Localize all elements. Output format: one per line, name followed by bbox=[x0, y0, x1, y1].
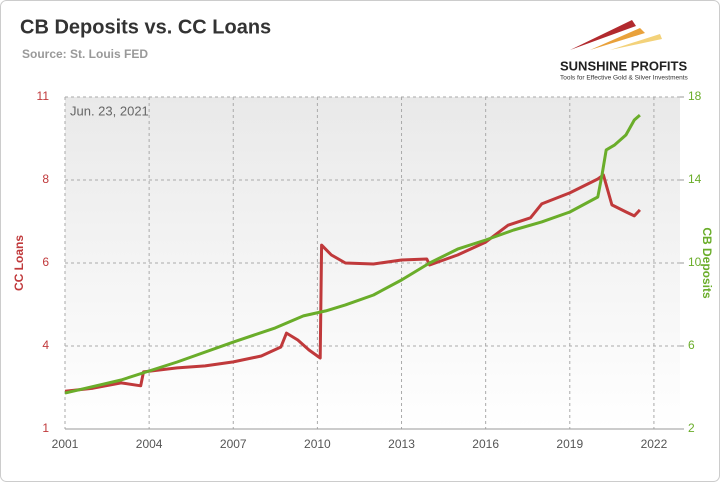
y-tick-label: 11 bbox=[37, 89, 50, 103]
y2-tick-label: 14 bbox=[688, 172, 702, 186]
x-tick-label: 2007 bbox=[220, 437, 247, 451]
annotation: Jun. 23, 2021 bbox=[70, 103, 149, 118]
logo: SUNSHINE PROFITS Tools for Effective Gol… bbox=[560, 20, 689, 82]
y-tick-label: 8 bbox=[42, 172, 49, 186]
y-tick-label: 1 bbox=[42, 421, 49, 435]
y2-axis-title: CB Deposits bbox=[700, 227, 714, 299]
x-tick-label: 2010 bbox=[304, 437, 331, 451]
x-tick-label: 2013 bbox=[388, 437, 415, 451]
y2-tick-label: 2 bbox=[688, 421, 695, 435]
x-tick-label: 2001 bbox=[52, 437, 79, 451]
logo-name: SUNSHINE PROFITS bbox=[560, 58, 687, 73]
x-tick-label: 2022 bbox=[641, 437, 668, 451]
y-axis-title: CC Loans bbox=[12, 235, 26, 291]
y2-tick-label: 18 bbox=[688, 89, 702, 103]
logo-ray bbox=[590, 28, 645, 50]
chart-title: CB Deposits vs. CC Loans bbox=[20, 16, 271, 38]
x-tick-label: 2019 bbox=[556, 437, 583, 451]
series-line bbox=[64, 113, 641, 395]
y2-tick-label: 6 bbox=[688, 338, 695, 352]
logo-ray bbox=[570, 20, 636, 50]
y2-tick-label: 10 bbox=[688, 255, 702, 269]
subtitle: Source: St. Louis FED bbox=[22, 47, 148, 61]
y-tick-label: 6 bbox=[42, 255, 49, 269]
y-tick-label: 4 bbox=[42, 338, 49, 352]
x-tick-label: 2004 bbox=[136, 437, 163, 451]
logo-ray bbox=[610, 34, 662, 50]
logo-tagline: Tools for Effective Gold & Silver Invest… bbox=[560, 75, 689, 82]
x-tick-label: 2016 bbox=[472, 437, 499, 451]
series-line bbox=[64, 173, 641, 393]
